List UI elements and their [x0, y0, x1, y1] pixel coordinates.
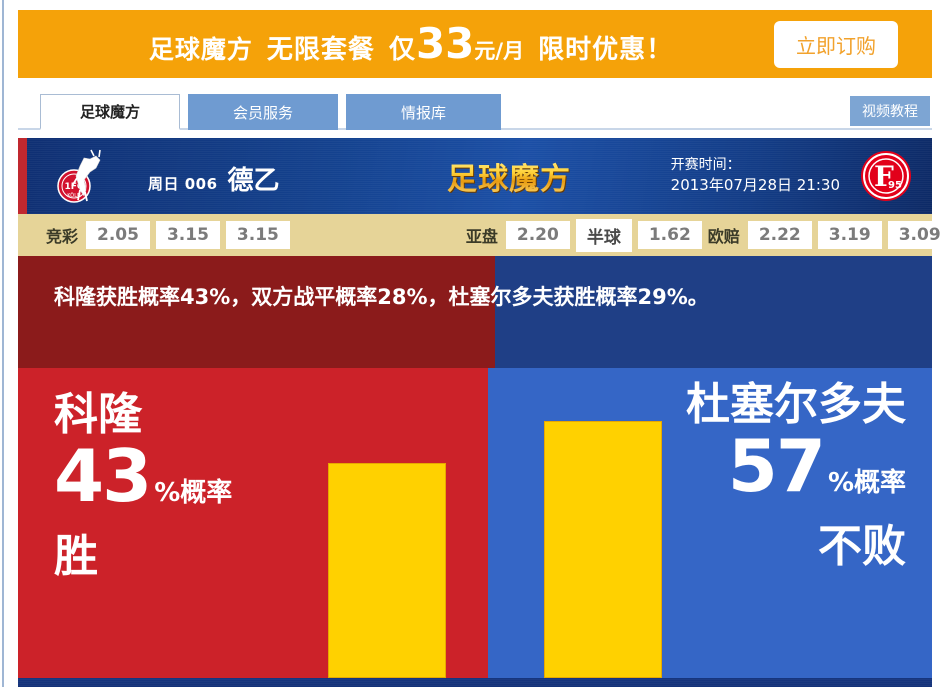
promo-price-prefix: 仅: [388, 34, 416, 65]
promo-price: 33: [415, 18, 475, 68]
summary-band: 科隆获胜概率43%，双方战平概率28%，杜塞尔多夫获胜概率29%。: [18, 256, 932, 368]
odds-group-oupei: 欧赔 2.22 3.19 3.09: [708, 221, 950, 249]
kickoff-label: 开赛时间：: [670, 157, 741, 173]
chart-panel-home: 科隆 43 %概率 胜: [18, 368, 488, 678]
fortuna-dusseldorf-crest-icon: F 95: [861, 151, 911, 201]
odds-jingcai-away[interactable]: 3.15: [225, 221, 290, 249]
odds-jingcai-draw[interactable]: 3.15: [155, 221, 220, 249]
stat-home-team: 科隆: [54, 389, 142, 440]
odds-yapan-home[interactable]: 2.20: [505, 221, 570, 249]
chart-panel-away: 杜塞尔多夫 57 %概率 不败: [488, 368, 932, 678]
odds-yapan-away[interactable]: 1.62: [637, 221, 702, 249]
odds-oupei-home[interactable]: 2.22: [747, 221, 812, 249]
stat-away-result: 不败: [818, 521, 906, 573]
tab-zuqiumofang[interactable]: 足球魔方: [40, 94, 180, 130]
summary-band-right: [495, 256, 932, 368]
svg-text:F: F: [874, 160, 894, 193]
odds-bar: 竞彩 2.05 3.15 3.15 亚盘 2.20 半球 1.62 欧赔 2.2…: [18, 214, 950, 256]
odds-group-jingcai: 竞彩 2.05 3.15 3.15: [46, 221, 296, 249]
promo-price-unit: 元/月: [474, 38, 525, 63]
order-now-button[interactable]: 立即订购: [774, 20, 898, 68]
bar-home: [328, 463, 446, 678]
probability-chart: 科隆 43 %概率 胜 杜塞尔多夫 57 %概率 不败: [18, 368, 932, 678]
stat-home-result: 胜: [54, 531, 98, 583]
summary-text: 科隆获胜概率43%，双方战平概率28%，杜塞尔多夫获胜概率29%。: [54, 285, 709, 309]
promo-plan: 无限套餐: [266, 34, 375, 65]
kickoff-info: 开赛时间： 2013年07月28日 21:30: [671, 155, 840, 197]
stat-away: 杜塞尔多夫 57 %概率 不败: [686, 379, 906, 574]
fc-koln-crest-icon: 1FC KÖLN: [57, 149, 101, 203]
odds-yapan-handicap[interactable]: 半球: [575, 218, 632, 252]
bar-away: [544, 421, 662, 678]
promo-tail: 限时优惠！: [538, 34, 674, 65]
odds-label-jingcai: 竞彩: [46, 227, 79, 246]
match-header: 1FC KÖLN 周日 006 德乙 足球魔方 开赛时间： 2013年07月28…: [18, 138, 932, 214]
odds-oupei-away[interactable]: 3.09: [887, 221, 950, 249]
tab-intel-library[interactable]: 情报库: [346, 94, 501, 130]
odds-group-yapan: 亚盘 2.20 半球 1.62: [465, 218, 708, 252]
brand-logo: 足球魔方: [424, 152, 594, 200]
card-footer: 欢呼吧（huanhuba.com）— 特约专家本场观点: [18, 678, 932, 687]
tab-bar: 足球魔方 会员服务 情报库 视频教程: [18, 94, 932, 130]
page-left-rail: [2, 0, 4, 687]
summary-band-left: [18, 256, 495, 368]
stat-home-unit: %概率: [154, 478, 233, 509]
match-league: 德乙: [227, 166, 280, 196]
match-card: 1FC KÖLN 周日 006 德乙 足球魔方 开赛时间： 2013年07月28…: [18, 138, 950, 687]
odds-label-yapan: 亚盘: [465, 227, 498, 246]
odds-jingcai-home[interactable]: 2.05: [86, 221, 150, 249]
brand-logo-text: 足球魔方: [447, 154, 571, 198]
stat-home-value: 43: [54, 434, 152, 519]
promo-brand: 足球魔方: [148, 34, 253, 64]
stat-away-unit: %概率: [827, 468, 906, 499]
promo-banner: 足球魔方 无限套餐 仅 33 元/月 限时优惠！ 立即订购: [18, 10, 932, 78]
svg-text:KÖLN: KÖLN: [67, 192, 81, 199]
svg-text:1FC: 1FC: [64, 182, 83, 192]
kickoff-value: 2013年07月28日 21:30: [670, 176, 840, 195]
odds-label-oupei: 欧赔: [707, 227, 740, 246]
odds-oupei-draw[interactable]: 3.19: [817, 221, 882, 249]
video-tutorial-button[interactable]: 视频教程: [850, 96, 930, 126]
stat-home: 科隆 43 %概率 胜: [54, 389, 233, 584]
match-label: 周日 006 德乙: [148, 160, 280, 197]
match-round: 周日 006: [148, 175, 218, 193]
stat-away-value: 57: [727, 424, 826, 509]
header-red-stripe: [18, 138, 27, 214]
stat-away-team: 杜塞尔多夫: [686, 379, 906, 430]
promo-message: 足球魔方 无限套餐 仅 33 元/月 限时优惠！: [18, 18, 774, 68]
tab-member-service[interactable]: 会员服务: [188, 94, 338, 130]
svg-text:95: 95: [888, 180, 902, 191]
